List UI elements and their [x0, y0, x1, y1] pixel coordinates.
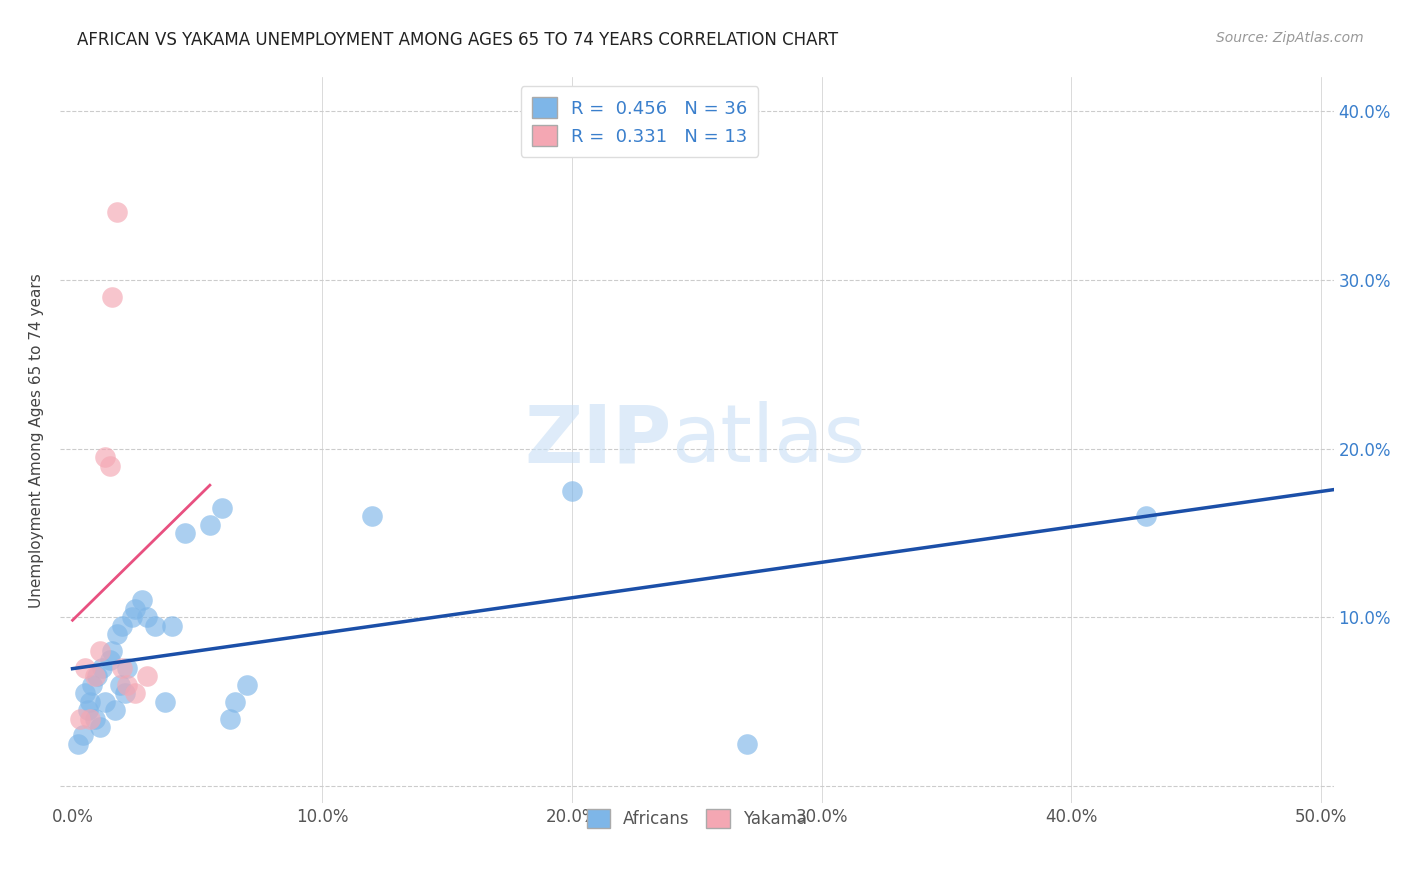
Point	[108, 678, 131, 692]
Text: ZIP: ZIP	[524, 401, 671, 479]
Point	[236, 678, 259, 692]
Point	[174, 526, 197, 541]
Point	[131, 593, 153, 607]
Point	[218, 712, 240, 726]
Point	[98, 652, 121, 666]
Y-axis label: Unemployment Among Ages 65 to 74 years: Unemployment Among Ages 65 to 74 years	[30, 273, 44, 607]
Point	[101, 644, 124, 658]
Point	[198, 517, 221, 532]
Point	[111, 619, 134, 633]
Point	[89, 720, 111, 734]
Point	[73, 661, 96, 675]
Text: Source: ZipAtlas.com: Source: ZipAtlas.com	[1216, 31, 1364, 45]
Point	[117, 678, 139, 692]
Point	[361, 509, 384, 524]
Point	[224, 695, 246, 709]
Point	[107, 627, 129, 641]
Point	[69, 712, 91, 726]
Point	[124, 602, 146, 616]
Point	[82, 678, 104, 692]
Point	[735, 737, 758, 751]
Point	[121, 610, 143, 624]
Point	[136, 610, 159, 624]
Point	[66, 737, 89, 751]
Point	[86, 669, 108, 683]
Point	[114, 686, 136, 700]
Point	[72, 729, 94, 743]
Point	[98, 458, 121, 473]
Point	[73, 686, 96, 700]
Point	[136, 669, 159, 683]
Point	[84, 712, 107, 726]
Point	[104, 703, 127, 717]
Point	[211, 500, 233, 515]
Point	[91, 661, 114, 675]
Point	[124, 686, 146, 700]
Point	[84, 669, 107, 683]
Point	[561, 483, 583, 498]
Point	[101, 290, 124, 304]
Legend: Africans, Yakama: Africans, Yakama	[579, 802, 814, 835]
Point	[76, 703, 98, 717]
Text: AFRICAN VS YAKAMA UNEMPLOYMENT AMONG AGES 65 TO 74 YEARS CORRELATION CHART: AFRICAN VS YAKAMA UNEMPLOYMENT AMONG AGE…	[77, 31, 838, 49]
Point	[111, 661, 134, 675]
Point	[107, 205, 129, 219]
Point	[79, 695, 101, 709]
Point	[162, 619, 184, 633]
Text: atlas: atlas	[671, 401, 866, 479]
Point	[79, 712, 101, 726]
Point	[117, 661, 139, 675]
Point	[1135, 509, 1157, 524]
Point	[94, 450, 117, 464]
Point	[89, 644, 111, 658]
Point	[94, 695, 117, 709]
Point	[143, 619, 166, 633]
Point	[153, 695, 176, 709]
